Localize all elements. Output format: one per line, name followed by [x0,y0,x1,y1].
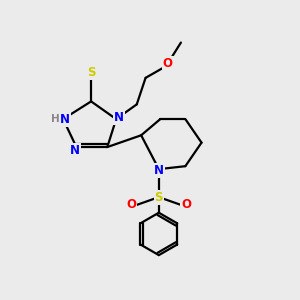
Text: N: N [60,112,70,126]
Text: O: O [127,198,136,211]
Text: N: N [154,164,164,177]
Text: O: O [163,57,173,70]
Text: N: N [70,144,80,157]
Text: H: H [50,114,59,124]
Text: S: S [87,66,95,79]
Text: O: O [181,198,191,211]
Text: N: N [114,111,124,124]
Text: S: S [154,190,163,204]
